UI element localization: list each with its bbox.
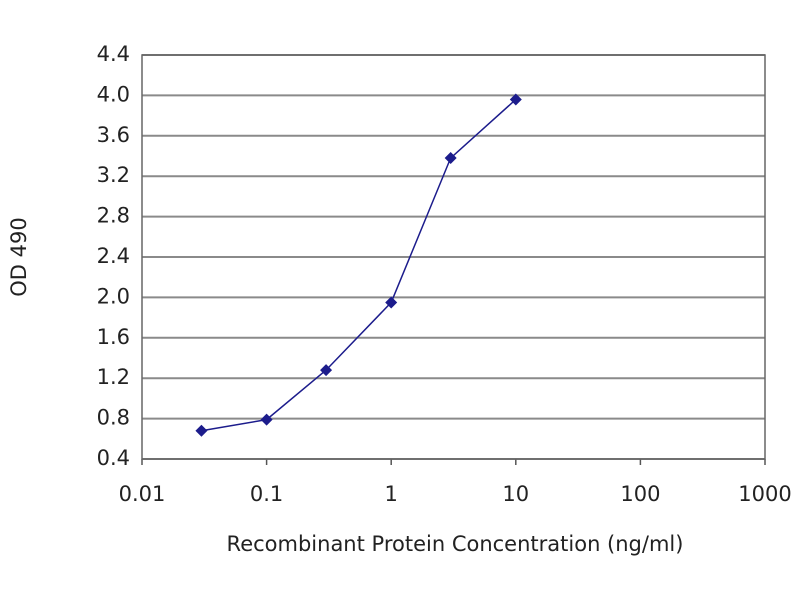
y-tick-label: 1.6: [97, 325, 130, 349]
data-point: [509, 93, 522, 106]
y-tick-label: 4.0: [97, 82, 130, 106]
plot-border: [141, 54, 766, 460]
data-point: [385, 296, 398, 309]
y-tick-label: 1.2: [97, 365, 130, 389]
y-tick-label: 2.4: [97, 244, 130, 268]
x-tick-label: 0.1: [250, 482, 283, 506]
y-tick-label: 2.0: [97, 284, 130, 308]
x-tick-label: 1: [385, 482, 398, 506]
y-tick-label: 2.8: [97, 204, 130, 228]
data-point: [260, 413, 273, 426]
x-tick-label: 10: [502, 482, 529, 506]
data-line: [201, 98, 517, 432]
y-tick-label: 3.6: [97, 123, 130, 147]
y-tick-label: 3.2: [97, 163, 130, 187]
y-tick-label: 0.8: [97, 406, 130, 430]
y-tick-label: 4.4: [97, 42, 130, 66]
x-axis-label: Recombinant Protein Concentration (ng/ml…: [227, 532, 684, 556]
x-tick-label: 100: [620, 482, 660, 506]
data-point: [320, 364, 333, 377]
x-tick-label: 1000: [738, 482, 791, 506]
x-tick-label: 0.01: [119, 482, 166, 506]
y-tick-label: 0.4: [97, 446, 130, 470]
data-point: [195, 424, 208, 437]
data-point: [444, 152, 457, 165]
y-axis-label: OD 490: [7, 217, 31, 296]
